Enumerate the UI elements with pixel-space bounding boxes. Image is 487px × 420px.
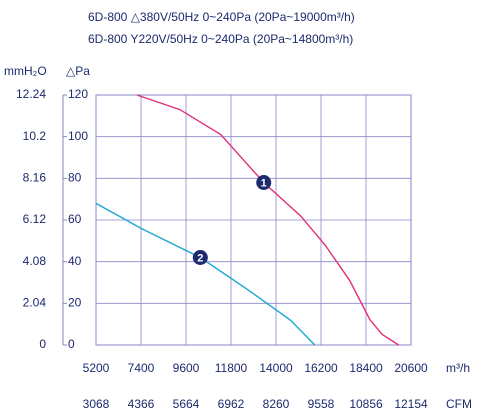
x2-tick-label: 5664 bbox=[173, 397, 200, 411]
x2-tick-label: 9558 bbox=[308, 397, 335, 411]
x-tick-label: 20600 bbox=[394, 361, 428, 375]
y-tick-label: 60 bbox=[68, 212, 82, 226]
y-tick-label: 100 bbox=[68, 129, 88, 143]
x-tick-label: 9600 bbox=[173, 361, 200, 375]
y2-tick-label: 2.04 bbox=[23, 296, 47, 310]
x2-tick-label: 12154 bbox=[394, 397, 428, 411]
x-tick-label: 18400 bbox=[349, 361, 383, 375]
y2-tick-label: 12.24 bbox=[16, 87, 46, 101]
y2-tick-label: 4.08 bbox=[23, 254, 47, 268]
y2-tick-label: 8.16 bbox=[23, 171, 47, 185]
y2-tick-label: 0 bbox=[39, 337, 46, 351]
x2-tick-label: 10856 bbox=[349, 397, 383, 411]
x2-axis-label: CFM bbox=[446, 397, 472, 411]
title-line: 6D-800 Y220V/50Hz 0~240Pa (20Pa~14800m³/… bbox=[88, 32, 353, 46]
curve-badge-label: 2 bbox=[197, 252, 203, 264]
y2-axis-label: mmH₂O bbox=[4, 64, 47, 78]
x-tick-label: 7400 bbox=[128, 361, 155, 375]
x2-tick-label: 8260 bbox=[263, 397, 290, 411]
curve-badge bbox=[192, 250, 208, 265]
y-tick-label: 20 bbox=[68, 296, 82, 310]
x2-tick-label: 4366 bbox=[128, 397, 155, 411]
y2-tick-label: 10.2 bbox=[23, 129, 47, 143]
curve bbox=[95, 202, 316, 346]
title-line: 6D-800 △380V/50Hz 0~240Pa (20Pa~19000m³/… bbox=[88, 10, 355, 24]
curve-badge bbox=[256, 175, 272, 190]
curve bbox=[136, 94, 400, 346]
y-tick-label: 0 bbox=[68, 337, 75, 351]
y2-tick-label: 6.12 bbox=[23, 212, 47, 226]
x-axis-label: m³/h bbox=[446, 361, 470, 375]
curve-badge-label: 1 bbox=[261, 177, 267, 189]
x-tick-label: 11800 bbox=[215, 361, 248, 375]
x-tick-label: 5200 bbox=[83, 361, 110, 375]
x-tick-label: 16200 bbox=[304, 361, 338, 375]
x2-tick-label: 3068 bbox=[83, 397, 110, 411]
y-tick-label: 120 bbox=[68, 87, 88, 101]
y-tick-label: 40 bbox=[68, 254, 82, 268]
x-tick-label: 14000 bbox=[259, 361, 293, 375]
y-tick-label: 80 bbox=[68, 171, 82, 185]
y-axis-label: △Pa bbox=[66, 64, 90, 78]
x2-tick-label: 6962 bbox=[218, 397, 245, 411]
